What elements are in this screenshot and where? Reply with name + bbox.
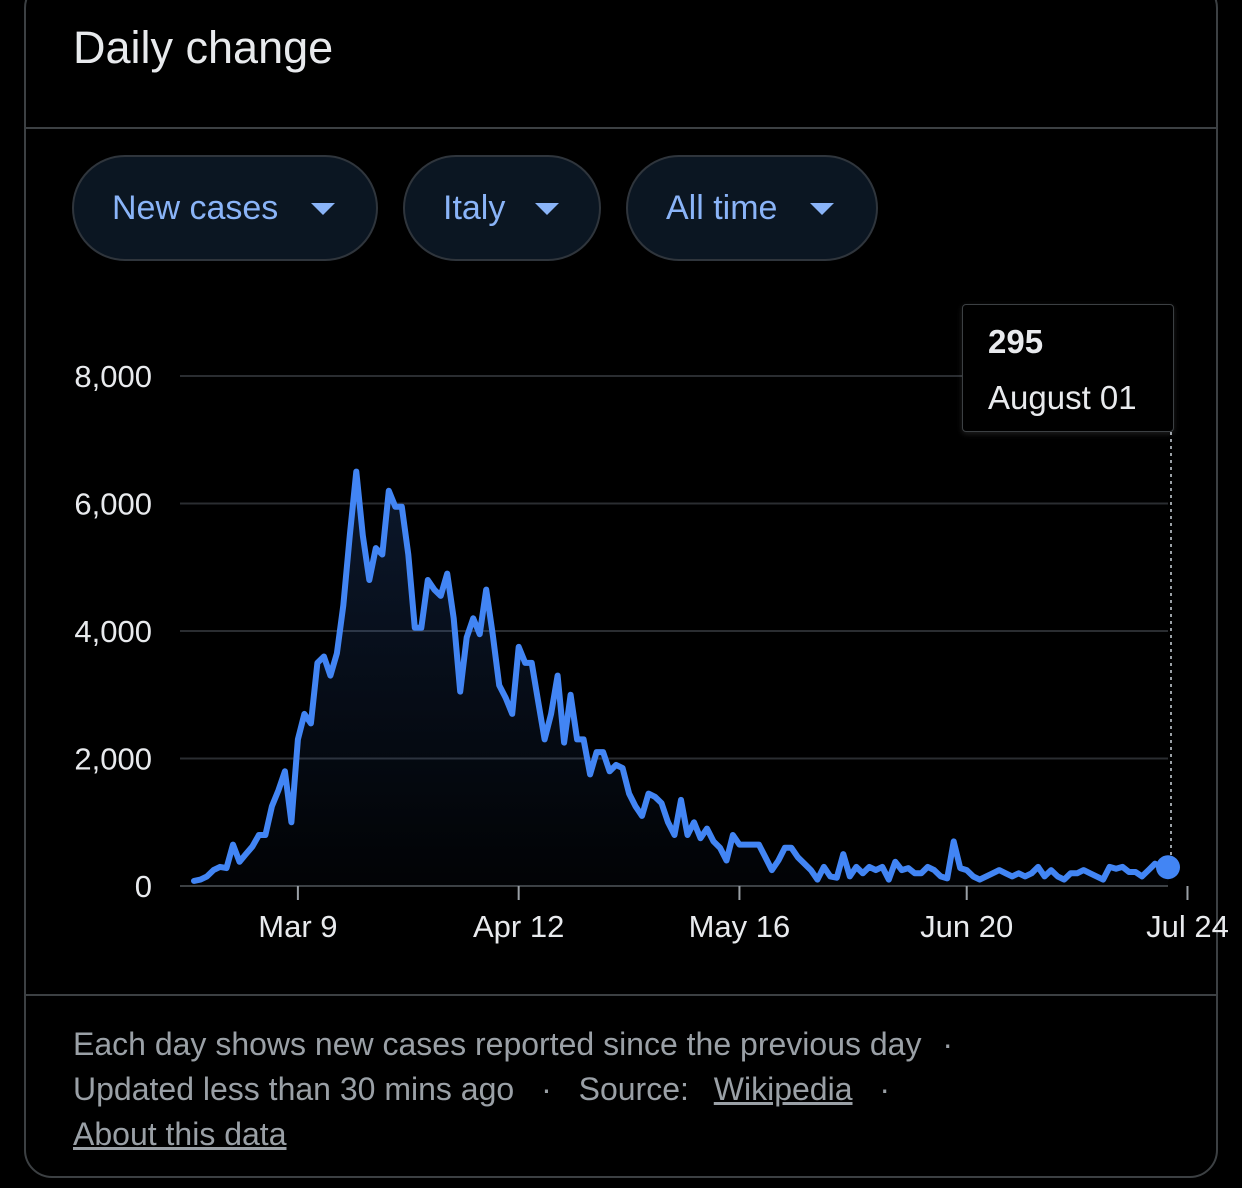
range-dropdown-label: All time: [666, 188, 778, 227]
chevron-down-icon: [810, 203, 834, 215]
source-link[interactable]: Wikipedia: [713, 1071, 853, 1107]
x-tick-label: Mar 9: [258, 909, 337, 944]
y-tick-label: 0: [135, 869, 152, 904]
about-data-link[interactable]: About this data: [73, 1116, 287, 1152]
footer-updated: Updated less than 30 mins ago: [73, 1071, 515, 1107]
daily-change-chart[interactable]: 0 2,000 4,000 6,000 8,000 Mar 9 Apr 12 May 16 J…: [0, 290, 1242, 970]
series-area: [194, 471, 1168, 886]
x-tick-label: Apr 12: [473, 909, 564, 944]
footer-separator: ·: [541, 1071, 552, 1107]
page-title: Daily change: [73, 22, 334, 73]
footer-source-label: Source:: [578, 1071, 689, 1107]
x-tick-label: Jun 20: [920, 909, 1013, 944]
tooltip-value: 295: [988, 323, 1044, 360]
header-divider: [24, 127, 1218, 129]
chart-tooltip: 295 August 01: [962, 304, 1174, 432]
footer-line-1: Each day shows new cases reported since …: [73, 1026, 953, 1063]
series-line-new-cases: [191, 468, 1171, 884]
tooltip-date: August 01: [988, 379, 1137, 416]
footer-divider: [24, 994, 1218, 996]
footer-separator: ·: [879, 1071, 891, 1107]
footer-line-3: About this data: [73, 1116, 286, 1153]
metric-dropdown[interactable]: New cases: [72, 155, 378, 261]
x-tick-label: May 16: [689, 909, 791, 944]
metric-dropdown-label: New cases: [112, 188, 279, 227]
x-tick-label: Jul 24: [1146, 909, 1229, 944]
footer-line-2: Updated less than 30 mins ago · Source: …: [73, 1071, 908, 1108]
y-tick-label: 4,000: [74, 614, 152, 649]
footer-separator: ·: [942, 1026, 954, 1062]
hover-point: [1156, 855, 1180, 880]
range-dropdown[interactable]: All time: [626, 155, 878, 261]
y-tick-label: 2,000: [74, 742, 152, 777]
location-dropdown[interactable]: Italy: [403, 155, 601, 261]
x-axis-ticks: Mar 9 Apr 12 May 16 Jun 20 Jul 24: [258, 886, 1229, 944]
chevron-down-icon: [311, 203, 335, 215]
location-dropdown-label: Italy: [443, 188, 506, 227]
y-tick-label: 6,000: [74, 487, 152, 522]
footer-description: Each day shows new cases reported since …: [73, 1026, 922, 1062]
chevron-down-icon: [535, 203, 559, 215]
y-axis-ticks: 0 2,000 4,000 6,000 8,000: [74, 359, 152, 904]
y-tick-label: 8,000: [74, 359, 152, 394]
